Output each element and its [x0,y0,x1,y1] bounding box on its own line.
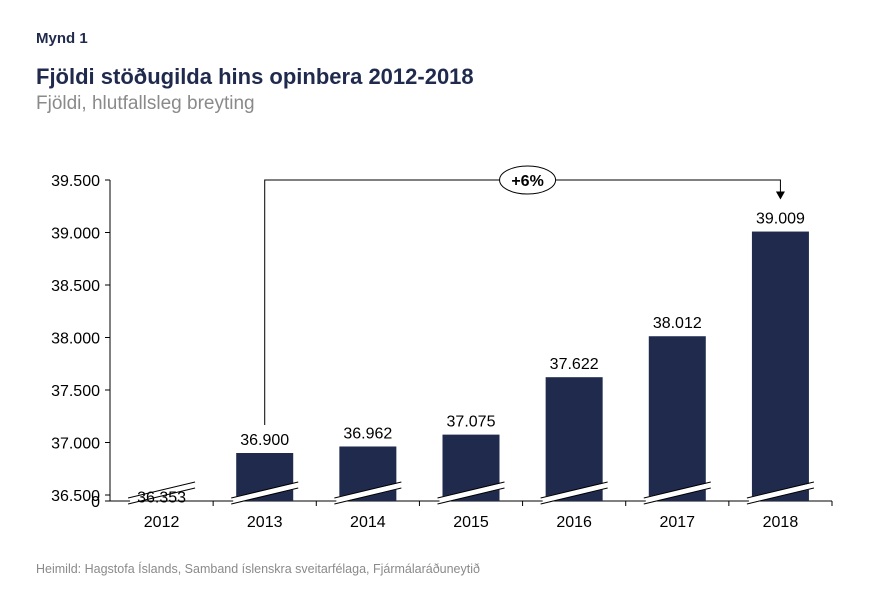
axis-break-mark [336,483,400,503]
axis-break-line [643,481,711,499]
axis-break-mark [542,483,606,503]
axis-break-line [643,487,711,505]
x-tick-label: 2017 [659,514,695,531]
y-tick-label: 0 [91,494,100,511]
chart-title: Fjöldi stöðugilda hins opinbera 2012-201… [36,64,474,89]
data-label: 36.353 [137,489,186,506]
axis-break-mark [233,483,297,503]
annotation-arrowhead [775,191,785,200]
bar [751,231,809,501]
x-tick-label: 2012 [144,514,180,531]
y-tick-label: 37.500 [51,383,100,400]
axis-break-line [231,481,299,499]
axis-break-line [540,481,608,499]
axis-break-line [437,481,505,499]
y-tick-label: 39.500 [51,173,100,190]
axis-break-mark [439,483,503,503]
axis-break-mark [645,483,709,503]
x-tick-label: 2016 [556,514,592,531]
axis-break-line [746,487,815,505]
data-label: 39.009 [756,211,805,228]
data-label: 37.075 [447,414,496,431]
x-tick-label: 2018 [763,514,799,531]
y-tick-label: 37.000 [51,436,100,453]
chart-subtitle: Fjöldi, hlutfallsleg breyting [36,93,255,114]
axis-break-line [127,481,196,499]
annotation-badge [499,165,557,195]
axis-break-line [437,487,505,505]
y-tick-label: 38.500 [51,278,100,295]
data-label: 37.622 [550,356,599,373]
axis-break-line [231,487,299,505]
bar [545,377,603,501]
axis-break-line [746,481,815,499]
axis-break-line [127,487,196,505]
axis-break-mark [748,483,812,503]
data-label: 38.012 [653,315,702,332]
bar [648,336,706,501]
axis-break-line [540,487,608,505]
y-tick-label: 38.000 [51,331,100,348]
annotation-label: +6% [511,173,543,190]
data-label: 36.962 [343,425,392,442]
source-note: Heimild: Hagstofa Íslands, Samband íslen… [36,562,480,576]
y-tick-label: 36.500 [51,488,100,505]
x-tick-label: 2015 [453,514,489,531]
axis-break-mark [130,483,194,503]
y-tick-label: 39.000 [51,226,100,243]
x-tick-label: 2014 [350,514,386,531]
data-label: 36.900 [240,432,289,449]
axis-break-line [334,481,402,499]
x-tick-label: 2013 [247,514,283,531]
axis-break-line [334,487,402,505]
figure-label: Mynd 1 [36,30,88,47]
